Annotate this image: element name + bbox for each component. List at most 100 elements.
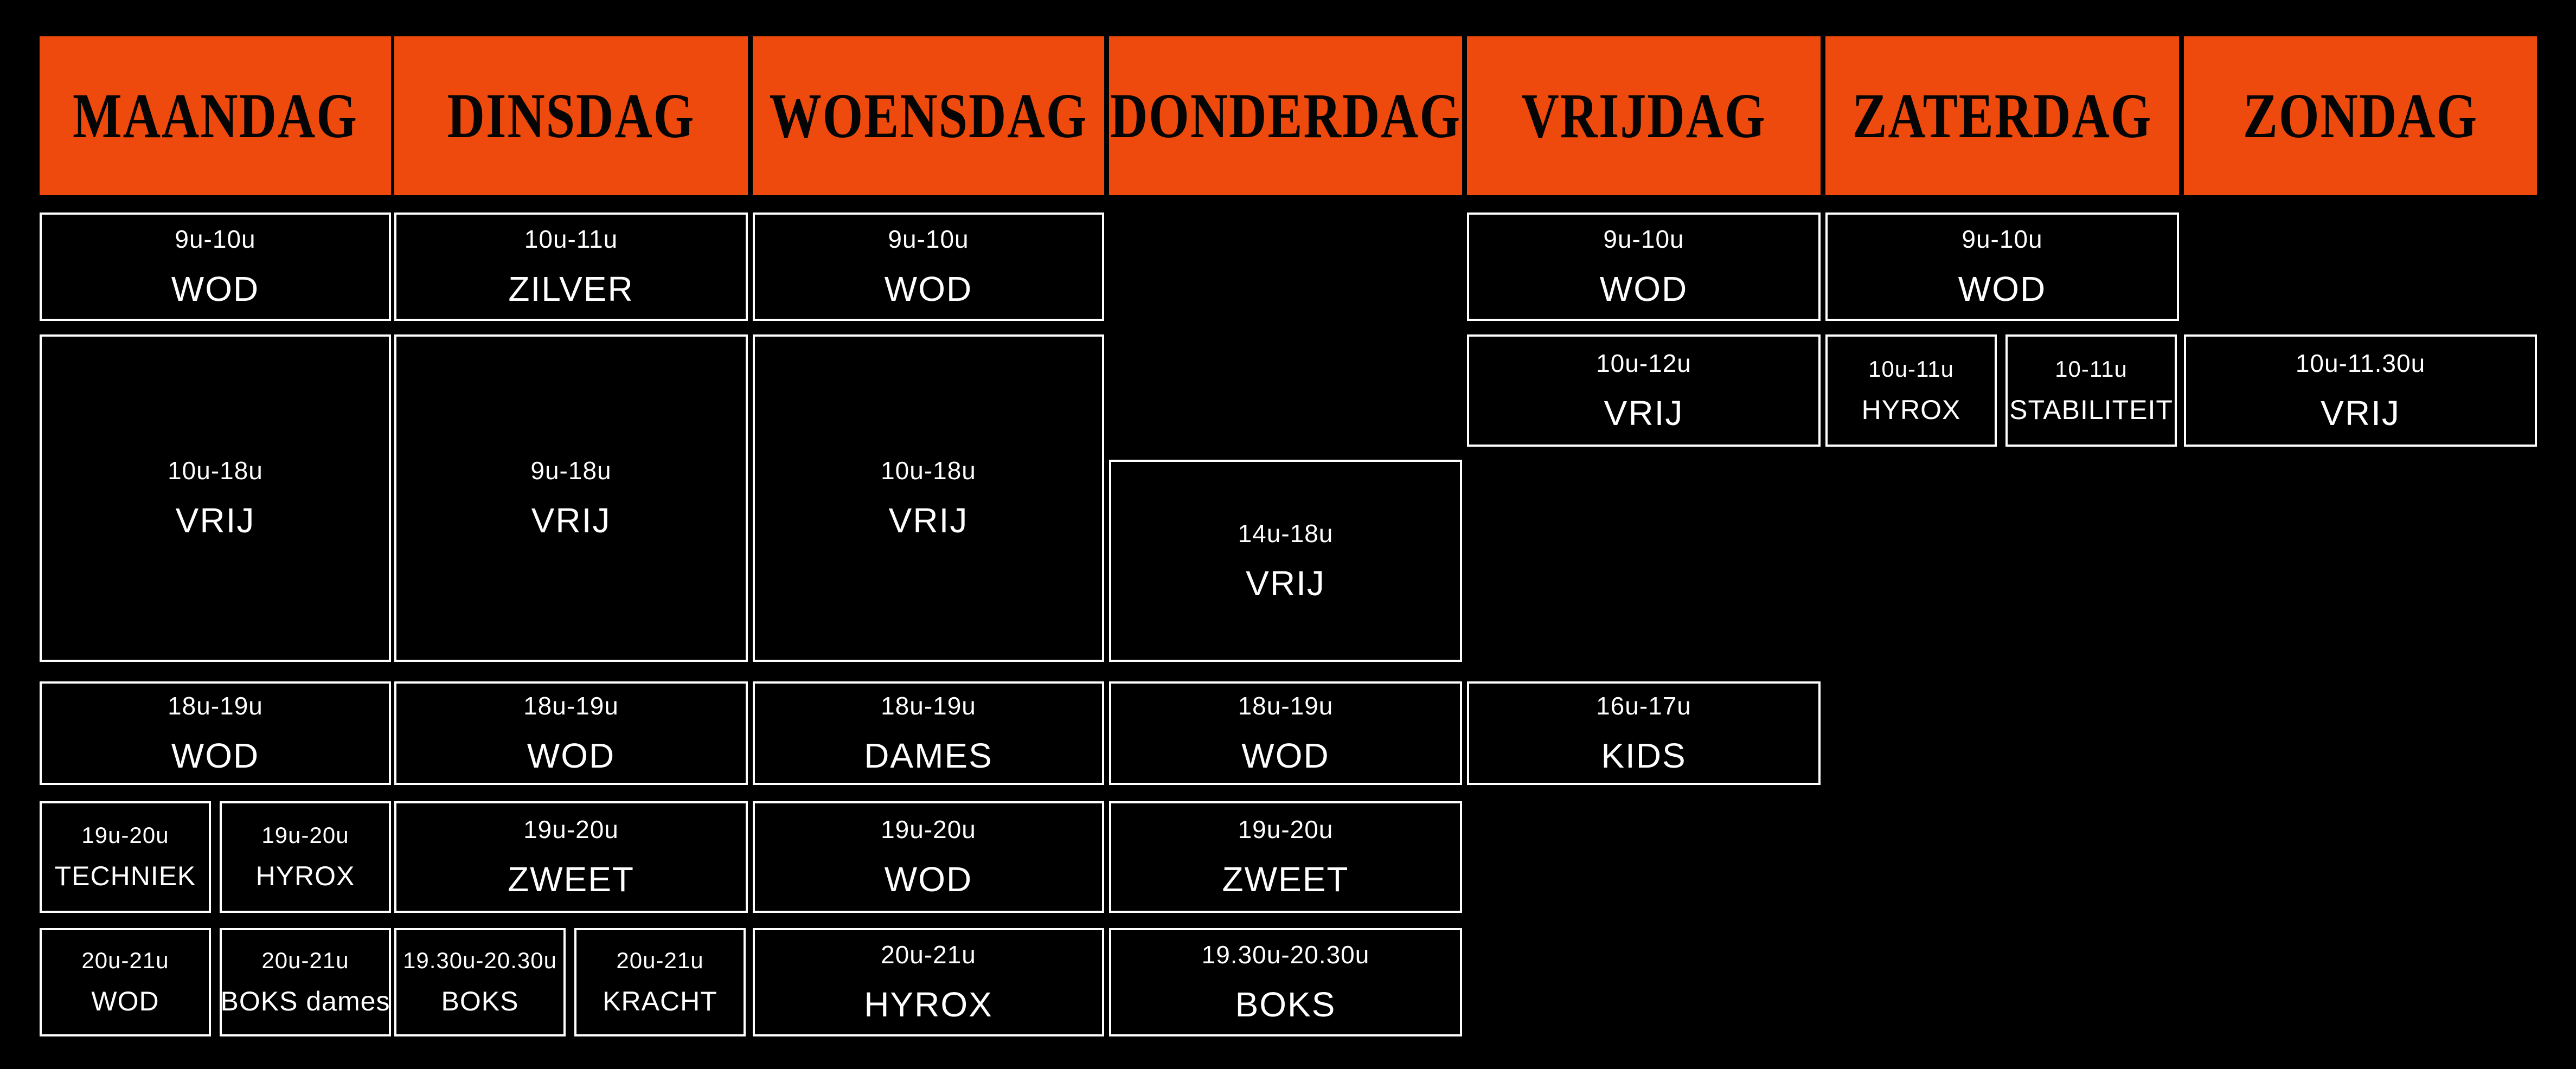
slot-maandag-20u-21u-wod: 20u-21u WOD [40, 928, 211, 1036]
day-header-dinsdag: DINSDAG [394, 36, 748, 195]
slot-time: 10u-11u [524, 225, 618, 253]
day-column-zondag: ZONDAG 10u-11.30u VRIJ [2184, 36, 2537, 1069]
slot-woensdag-19u-20u-wod: 19u-20u WOD [753, 801, 1104, 913]
slot-class: WOD [1241, 736, 1330, 775]
slot-time: 18u-19u [881, 691, 976, 720]
slot-time: 9u-10u [888, 225, 969, 253]
slot-zaterdag-10-11u-stabiliteit: 10-11u STABILITEIT [2005, 334, 2177, 447]
day-label-vrijdag: VRIJDAG [1521, 80, 1766, 151]
day-header-vrijdag: VRIJDAG [1467, 36, 1821, 195]
slot-time: 19u-20u [81, 822, 169, 848]
day-label-maandag: MAANDAG [73, 80, 358, 151]
slot-woensdag-9u-10u-wod: 9u-10u WOD [753, 212, 1104, 321]
slot-class: WOD [171, 269, 260, 308]
slot-class: VRIJ [888, 501, 969, 540]
slot-time: 19u-20u [1238, 815, 1334, 843]
slot-time: 10-11u [2055, 356, 2128, 382]
day-label-zaterdag: ZATERDAG [1852, 80, 2152, 151]
day-header-woensdag: WOENSDAG [753, 36, 1104, 195]
slot-maandag-18u-19u-wod: 18u-19u WOD [40, 681, 391, 785]
slot-time: 19.30u-20.30u [1201, 941, 1370, 969]
slot-time: 10u-18u [168, 456, 263, 485]
slot-class: WOD [884, 860, 973, 899]
slot-time: 18u-19u [523, 691, 619, 720]
slot-donderdag-14u-18u-vrij: 14u-18u VRIJ [1109, 460, 1462, 662]
slot-time: 10u-11.30u [2295, 349, 2426, 377]
slot-class: WOD [527, 736, 616, 775]
slot-class: WOD [884, 269, 973, 308]
slot-dinsdag-9u-18u-vrij: 9u-18u VRIJ [394, 334, 748, 662]
slot-time: 9u-10u [1603, 225, 1684, 253]
slot-class: ZWEET [1222, 860, 1349, 899]
slot-class: BOKS [441, 986, 519, 1016]
slot-dinsdag-19u-20u-zweet: 19u-20u ZWEET [394, 801, 748, 913]
day-column-donderdag: DONDERDAG 14u-18u VRIJ 18u-19u WOD 19u-2… [1109, 36, 1462, 1069]
slot-class: TECHNIEK [54, 861, 196, 891]
day-column-zaterdag: ZATERDAG 9u-10u WOD 10u-11u HYROX 10-11u… [1825, 36, 2179, 1069]
day-label-zondag: ZONDAG [2242, 80, 2478, 151]
day-column-woensdag: WOENSDAG 9u-10u WOD 10u-18u VRIJ 18u-19u… [753, 36, 1104, 1069]
slot-time: 19.30u-20.30u [403, 948, 557, 973]
slot-class: VRIJ [531, 501, 611, 540]
slot-class: HYROX [1861, 394, 1961, 425]
slot-class: STABILITEIT [2009, 394, 2173, 425]
slot-class: WOD [91, 986, 159, 1016]
slot-time: 16u-17u [1596, 691, 1691, 720]
day-label-dinsdag: DINSDAG [447, 80, 695, 151]
slot-woensdag-10u-18u-vrij: 10u-18u VRIJ [753, 334, 1104, 662]
slot-maandag-19u-20u-hyrox: 19u-20u HYROX [220, 801, 391, 913]
slot-maandag-20u-21u-boks-dames: 20u-21u BOKS dames [220, 928, 391, 1036]
slot-class: WOD [171, 736, 260, 775]
slot-class: DAMES [864, 736, 993, 775]
slot-dinsdag-20u-21u-kracht: 20u-21u KRACHT [574, 928, 746, 1036]
slot-donderdag-18u-19u-wod: 18u-19u WOD [1109, 681, 1462, 785]
slot-time: 14u-18u [1238, 519, 1334, 548]
slot-time: 18u-19u [168, 691, 263, 720]
slot-donderdag-19u-20u-zweet: 19u-20u ZWEET [1109, 801, 1462, 913]
slot-time: 10u-18u [881, 456, 976, 485]
slot-dinsdag-18u-19u-wod: 18u-19u WOD [394, 681, 748, 785]
day-header-donderdag: DONDERDAG [1109, 36, 1462, 195]
slot-time: 20u-21u [616, 948, 704, 973]
slot-maandag-9u-10u-wod: 9u-10u WOD [40, 212, 391, 321]
slot-time: 20u-21u [81, 948, 169, 973]
slot-class: HYROX [255, 861, 355, 891]
slot-vrijdag-10u-12u-vrij: 10u-12u VRIJ [1467, 334, 1821, 447]
slot-class: WOD [1599, 269, 1688, 308]
slot-class: ZILVER [508, 269, 634, 308]
slot-time: 9u-18u [530, 456, 612, 485]
day-column-dinsdag: DINSDAG 10u-11u ZILVER 9u-18u VRIJ 18u-1… [394, 36, 748, 1069]
slot-zondag-10u-1130u-vrij: 10u-11.30u VRIJ [2184, 334, 2537, 447]
slot-class: VRIJ [1604, 393, 1684, 433]
slot-class: KIDS [1601, 736, 1687, 775]
slot-class: VRIJ [175, 501, 255, 540]
slot-class: ZWEET [508, 860, 635, 899]
slot-time: 9u-10u [175, 225, 256, 253]
slot-class: WOD [1958, 269, 2047, 308]
slot-time: 10u-12u [1596, 349, 1691, 377]
day-header-zondag: ZONDAG [2184, 36, 2537, 195]
slot-time: 18u-19u [1238, 691, 1334, 720]
day-column-vrijdag: VRIJDAG 9u-10u WOD 10u-12u VRIJ 16u-17u … [1467, 36, 1821, 1069]
slot-dinsdag-1930u-2030u-boks: 19.30u-20.30u BOKS [394, 928, 566, 1036]
slot-time: 9u-10u [1962, 225, 2043, 253]
slot-time: 19u-20u [261, 822, 349, 848]
slot-maandag-10u-18u-vrij: 10u-18u VRIJ [40, 334, 391, 662]
day-header-zaterdag: ZATERDAG [1825, 36, 2179, 195]
slot-class: BOKS [1235, 985, 1336, 1024]
day-label-donderdag: DONDERDAG [1110, 80, 1462, 151]
slot-time: 19u-20u [523, 815, 619, 843]
slot-class: VRIJ [2321, 393, 2400, 433]
slot-class: VRIJ [1246, 563, 1325, 603]
slot-dinsdag-10u-11u-zilver: 10u-11u ZILVER [394, 212, 748, 321]
slot-time: 20u-21u [261, 948, 349, 973]
day-label-woensdag: WOENSDAG [769, 80, 1088, 151]
slot-vrijdag-16u-17u-kids: 16u-17u KIDS [1467, 681, 1821, 785]
slot-vrijdag-9u-10u-wod: 9u-10u WOD [1467, 212, 1821, 321]
slot-class: BOKS dames [220, 986, 390, 1016]
day-header-maandag: MAANDAG [40, 36, 391, 195]
slot-donderdag-1930u-2030u-boks: 19.30u-20.30u BOKS [1109, 928, 1462, 1036]
slot-woensdag-18u-19u-dames: 18u-19u DAMES [753, 681, 1104, 785]
slot-class: HYROX [864, 985, 993, 1024]
